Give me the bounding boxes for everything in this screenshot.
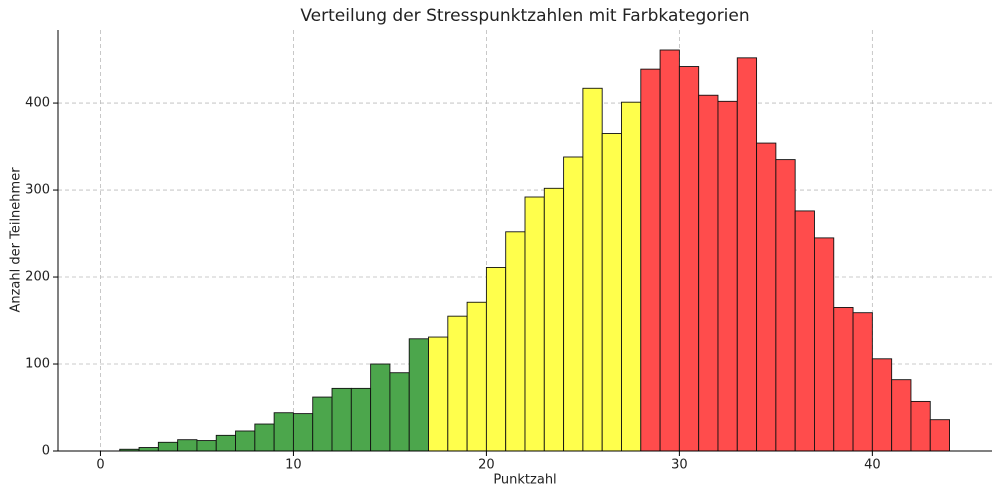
y-tick-label: 0 xyxy=(42,444,50,459)
x-axis-label: Punktzahl xyxy=(493,473,556,488)
histogram-bar xyxy=(717,100,738,452)
x-tick-label: 0 xyxy=(96,458,104,473)
histogram-bar xyxy=(138,447,159,452)
histogram-bar xyxy=(505,231,526,452)
histogram-bar xyxy=(871,358,893,452)
histogram-bar xyxy=(910,400,931,452)
histogram-bar xyxy=(563,156,584,452)
histogram-bar xyxy=(736,57,758,452)
histogram-bar xyxy=(814,237,835,452)
histogram-bar xyxy=(852,312,873,452)
histogram-bar xyxy=(389,372,410,452)
histogram-bar xyxy=(485,267,507,452)
histogram-bar xyxy=(350,387,372,452)
y-tick-label: 100 xyxy=(25,357,50,372)
histogram-bar xyxy=(833,307,854,452)
histogram-bar xyxy=(447,315,468,452)
histogram-bar xyxy=(254,423,275,452)
histogram-bar xyxy=(215,434,236,452)
histogram-bar xyxy=(177,439,198,452)
histogram-bar xyxy=(235,430,256,452)
histogram-bar xyxy=(601,133,622,452)
y-axis-label: Anzahl der Teilnehmer xyxy=(9,167,24,313)
y-tick-label: 400 xyxy=(25,96,50,111)
histogram-bar xyxy=(698,94,719,452)
histogram-bar xyxy=(678,66,700,452)
histogram-bar xyxy=(891,379,912,452)
histogram-bar xyxy=(157,441,179,452)
histogram-bar xyxy=(524,196,545,452)
y-tick-label: 200 xyxy=(25,270,50,285)
histogram-bar xyxy=(408,338,429,452)
x-tick-label: 40 xyxy=(864,458,881,473)
histogram-bar xyxy=(466,301,487,452)
histogram-bar xyxy=(292,413,314,452)
chart-title: Verteilung der Stresspunktzahlen mit Far… xyxy=(300,6,749,26)
histogram-bar xyxy=(640,68,661,452)
histogram-bar xyxy=(775,159,796,452)
histogram-bar xyxy=(794,210,815,452)
histogram-bar xyxy=(331,387,352,452)
x-tick-label: 20 xyxy=(478,458,495,473)
y-tick-label: 300 xyxy=(25,183,50,198)
histogram-bar xyxy=(659,49,680,452)
histogram-bar xyxy=(543,187,565,452)
histogram-bar xyxy=(370,363,391,452)
histogram-bar xyxy=(273,412,294,452)
histogram-bar xyxy=(196,440,217,452)
histogram-bar xyxy=(312,396,333,452)
x-tick-label: 30 xyxy=(671,458,688,473)
x-tick-label: 10 xyxy=(285,458,302,473)
histogram-bar xyxy=(929,419,950,452)
histogram-bar xyxy=(621,101,642,452)
histogram-bar xyxy=(428,336,449,452)
histogram-bar xyxy=(582,87,603,452)
histogram-bar xyxy=(756,142,777,452)
